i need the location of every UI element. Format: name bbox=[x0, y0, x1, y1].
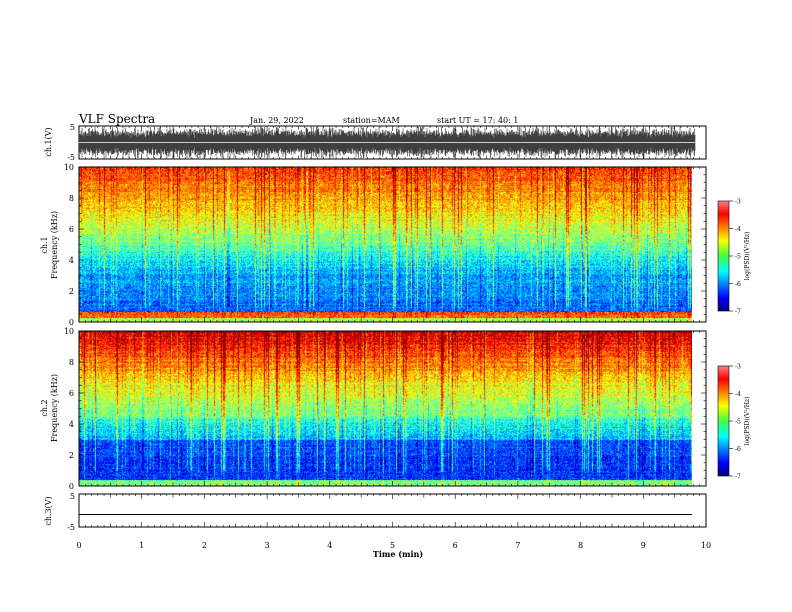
colorbar-tick-label: -3 bbox=[735, 199, 741, 206]
ch1-spectrogram-ylabel-freq: Frequency (kHz) bbox=[50, 211, 59, 279]
y-tick-label: 0 bbox=[69, 318, 74, 327]
ch3-waveform-frame bbox=[78, 493, 707, 528]
y-tick-label: 8 bbox=[69, 194, 74, 203]
colorbar-tick-label: -3 bbox=[735, 364, 741, 371]
ch1-ytick-top: 5 bbox=[70, 123, 75, 132]
ch1-spectrogram-ylabel-channel: ch.1 bbox=[40, 236, 49, 253]
y-tick-label: 4 bbox=[69, 420, 74, 429]
ch3-ytick-top: 5 bbox=[70, 492, 75, 501]
x-tick-label: 5 bbox=[390, 541, 395, 550]
ch1-waveform-ylabel: ch.1(V) bbox=[44, 127, 53, 156]
start-time-label: start UT = 17: 40: 1 bbox=[437, 116, 518, 125]
ch2-spectrogram-ylabel-freq: Frequency (kHz) bbox=[50, 374, 59, 442]
date-label: Jan. 29, 2022 bbox=[249, 116, 304, 125]
colorbar-tick-label: -7 bbox=[735, 309, 741, 316]
x-tick-label: 3 bbox=[265, 541, 270, 550]
colorbar-tick-label: -4 bbox=[735, 226, 741, 233]
x-tick-label: 10 bbox=[701, 541, 711, 550]
x-tick-label: 4 bbox=[327, 541, 332, 550]
y-tick-label: 6 bbox=[69, 389, 74, 398]
x-tick-label: 6 bbox=[453, 541, 458, 550]
colorbar-tick-label: -7 bbox=[735, 474, 741, 481]
ch3-ytick-bottom: -5 bbox=[67, 523, 75, 532]
ch1-waveform-trace bbox=[79, 127, 696, 158]
x-tick-label: 9 bbox=[641, 541, 646, 550]
ch2-colorbar-label: log(PSD)(V²/Hz) bbox=[744, 397, 751, 446]
x-axis-label: Time (min) bbox=[373, 549, 423, 559]
x-axis-tick-labels: 0 1 2 3 4 5 6 7 8 9 10 bbox=[76, 541, 711, 550]
x-axis-ticks bbox=[78, 126, 707, 527]
colorbar-tick-label: -4 bbox=[735, 391, 741, 398]
figure-title: VLF Spectra bbox=[78, 112, 155, 126]
y-tick-label: 10 bbox=[64, 327, 74, 336]
x-tick-label: 8 bbox=[578, 541, 583, 550]
colorbar-tick-label: -6 bbox=[735, 281, 741, 288]
y-tick-label: 8 bbox=[69, 358, 74, 367]
colorbar-tick-label: -5 bbox=[735, 254, 741, 261]
ch3-waveform-ylabel: ch.3(V) bbox=[44, 496, 53, 525]
ch2-colorbar-ticks: -3 -4 -5 -6 -7 bbox=[729, 364, 741, 481]
ch1-waveform-panel: 5 -5 ch.1(V) bbox=[44, 123, 707, 162]
ch2-spectrogram-image bbox=[79, 331, 692, 486]
ch1-colorbar-label: log(PSD)(V²/Hz) bbox=[744, 232, 751, 281]
ch2-spectrogram-yticks: 0 2 4 6 8 10 bbox=[64, 327, 706, 491]
x-tick-label: 0 bbox=[76, 541, 81, 550]
ch1-colorbar-ticks: -3 -4 -5 -6 -7 bbox=[729, 199, 741, 316]
ch2-spectrogram-ylabel-channel: ch.2 bbox=[40, 399, 49, 416]
colorbar-tick-label: -5 bbox=[735, 419, 741, 426]
ch1-ytick-bottom: -5 bbox=[67, 153, 75, 162]
station-label: station=MAM bbox=[343, 116, 400, 125]
ch1-spectrogram-image bbox=[79, 167, 692, 322]
ch1-colorbar: -3 -4 -5 -6 -7 log(PSD)(V²/Hz) bbox=[717, 199, 751, 316]
ch2-spectrogram-panel: 0 2 4 6 8 10 ch.2 Frequency (kHz) bbox=[40, 327, 707, 491]
y-tick-label: 4 bbox=[69, 256, 74, 265]
x-tick-label: 1 bbox=[139, 541, 144, 550]
y-tick-label: 2 bbox=[69, 287, 74, 296]
x-tick-label: 2 bbox=[202, 541, 207, 550]
y-tick-label: 10 bbox=[64, 163, 74, 172]
colorbar-tick-label: -6 bbox=[735, 446, 741, 453]
ch1-spectrogram-yticks: 0 2 4 6 8 10 bbox=[64, 163, 706, 327]
ch3-waveform-panel: 5 -5 ch.3(V) bbox=[44, 492, 707, 532]
y-tick-label: 2 bbox=[69, 451, 74, 460]
x-tick-label: 7 bbox=[515, 541, 520, 550]
y-tick-label: 6 bbox=[69, 225, 74, 234]
ch1-colorbar-bar bbox=[717, 200, 730, 312]
y-tick-label: 0 bbox=[69, 482, 74, 491]
ch2-colorbar: -3 -4 -5 -6 -7 log(PSD)(V²/Hz) bbox=[717, 364, 751, 481]
ch2-colorbar-bar bbox=[717, 365, 730, 477]
ch1-spectrogram-panel: 0 2 4 6 8 10 ch.1 Frequency (kHz) bbox=[40, 163, 707, 327]
